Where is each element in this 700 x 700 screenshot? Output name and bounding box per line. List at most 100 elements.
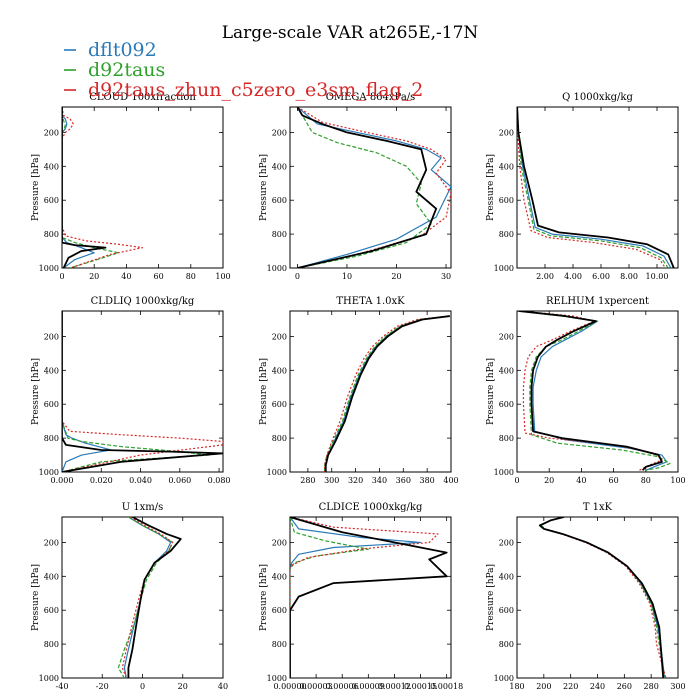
y-axis-label: Pressure [hPa]: [31, 564, 41, 631]
x-tick-label: 0: [295, 272, 300, 281]
x-tick-label: 240: [590, 682, 605, 691]
y-tick-label: 400: [272, 366, 287, 375]
series-line-dflt092: [297, 107, 451, 268]
y-tick-label: 1000: [494, 264, 514, 273]
panel-4: CLDLIQ 1000xkg/kg 200 400 600 800 1000 Pressur…: [31, 296, 231, 485]
series-line-obs: [290, 517, 448, 678]
series-line-obs: [62, 311, 223, 472]
panel-title: T 1xK: [583, 502, 613, 513]
panel-title: U 1xm/s: [122, 502, 164, 513]
panel-title: THETA 1.0xK: [336, 296, 405, 307]
series-line-d92taus: [296, 107, 432, 268]
x-tick-label: 0.00003: [300, 682, 333, 691]
x-tick-label: 340: [372, 476, 387, 485]
y-tick-label: 200: [499, 128, 514, 137]
series-line-d92taus_zhun_c5zero_e3sm_flag_2: [539, 517, 667, 678]
panel-frame: [516, 106, 679, 269]
x-tick-label: 40: [121, 272, 131, 281]
y-axis-label: Pressure [hPa]: [31, 154, 41, 221]
series-line-obs: [538, 517, 665, 678]
x-tick-label: 20: [89, 272, 99, 281]
panel-title: RELHUM 1xpercent: [546, 296, 649, 307]
series-line-dflt092: [518, 311, 668, 471]
y-tick-label: 400: [499, 366, 514, 375]
y-tick-label: 1000: [494, 468, 514, 477]
x-tick-label: 60: [154, 272, 164, 281]
x-tick-label: 20: [391, 272, 401, 281]
x-tick-label: 200: [536, 682, 551, 691]
x-tick-label: 280: [644, 682, 659, 691]
y-axis-label: Pressure [hPa]: [486, 564, 496, 631]
series-line-obs: [62, 107, 107, 268]
panel-9: T 1xK 200 400 600 800 1000 Pressure [hPa] 180 20…: [486, 502, 686, 691]
series-line-dflt092: [62, 107, 95, 268]
legend-entry: dflt092: [88, 39, 157, 61]
series-group: [517, 107, 675, 268]
y-tick-label: 800: [499, 230, 514, 239]
y-tick-label: 1000: [494, 674, 514, 683]
series-line-d92taus_zhun_c5zero_e3sm_flag_2: [62, 107, 144, 268]
series-line-d92taus: [117, 517, 174, 678]
series-line-obs: [296, 107, 438, 268]
y-tick-label: 200: [44, 128, 59, 137]
x-tick-label: 100: [215, 272, 230, 281]
x-tick-label: 0.00015: [404, 682, 437, 691]
series-line-d92taus_zhun_c5zero_e3sm_flag_2: [323, 315, 450, 472]
x-tick-label: 0.060: [168, 476, 191, 485]
series-group: [290, 517, 448, 678]
y-tick-label: 600: [44, 196, 59, 205]
panel-1: CLOUD 100xfraction2004006008001000Pressu…: [31, 92, 231, 281]
y-tick-label: 1000: [39, 674, 59, 683]
x-tick-label: 260: [617, 682, 632, 691]
panel-frame: [516, 310, 679, 473]
y-tick-label: 200: [499, 332, 514, 341]
y-axis-label: Pressure [hPa]: [31, 358, 41, 425]
series-line-d92taus: [517, 107, 669, 268]
x-tick-label: 6.00: [592, 272, 610, 281]
series-line-d92taus_zhun_c5zero_e3sm_flag_2: [297, 107, 451, 268]
y-tick-label: 200: [272, 538, 287, 547]
y-tick-label: 200: [272, 332, 287, 341]
panel-6: RELHUM 1xpercent2004006008001000Pressure…: [486, 296, 686, 485]
y-axis-label: Pressure [hPa]: [486, 154, 496, 221]
y-tick-label: 600: [272, 400, 287, 409]
x-tick-label: 0.00000: [273, 682, 306, 691]
x-tick-label: 220: [563, 682, 578, 691]
series-line-dflt092: [539, 517, 666, 678]
panel-frame: [61, 106, 224, 269]
y-axis-label: Pressure [hPa]: [486, 358, 496, 425]
x-tick-label: 0: [140, 682, 145, 691]
series-line-d92taus_zhun_c5zero_e3sm_flag_2: [517, 107, 666, 268]
series-line-d92taus_zhun_c5zero_e3sm_flag_2: [520, 311, 663, 471]
series-line-d92taus_zhun_c5zero_e3sm_flag_2: [290, 517, 439, 678]
y-tick-label: 800: [272, 434, 287, 443]
series-group: [323, 315, 450, 472]
series-line-obs: [324, 315, 450, 472]
x-tick-label: 180: [509, 682, 524, 691]
x-tick-label: 40: [576, 476, 586, 485]
x-tick-label: 0.00018: [430, 682, 463, 691]
panel-title: CLDLIQ 1000xkg/kg: [91, 296, 195, 307]
x-tick-label: 0: [59, 272, 64, 281]
x-tick-label: 0.00009: [352, 682, 385, 691]
y-tick-label: 1000: [39, 264, 59, 273]
panel-5: THETA 1.0xK 200 400 600 800 1000 Pressure [hPa…: [259, 296, 459, 485]
x-tick-label: 8.00: [620, 272, 638, 281]
series-group: [62, 311, 223, 472]
x-tick-label: 0.00012: [378, 682, 411, 691]
panel-frame: [289, 310, 452, 473]
series-line-d92taus: [323, 315, 450, 472]
y-tick-label: 600: [499, 400, 514, 409]
x-tick-label: 10.00: [646, 272, 669, 281]
panel-8: CLDICE 1000xkg/kg 200 400 600 800 1000 Pressur…: [259, 502, 463, 691]
x-tick-label: 280: [300, 476, 315, 485]
y-tick-label: 1000: [267, 674, 287, 683]
series-group: [518, 311, 671, 471]
panel-title: CLOUD 100xfraction: [89, 92, 196, 103]
y-tick-label: 400: [44, 162, 59, 171]
series-line-obs: [518, 311, 663, 471]
x-tick-label: 60: [609, 476, 619, 485]
